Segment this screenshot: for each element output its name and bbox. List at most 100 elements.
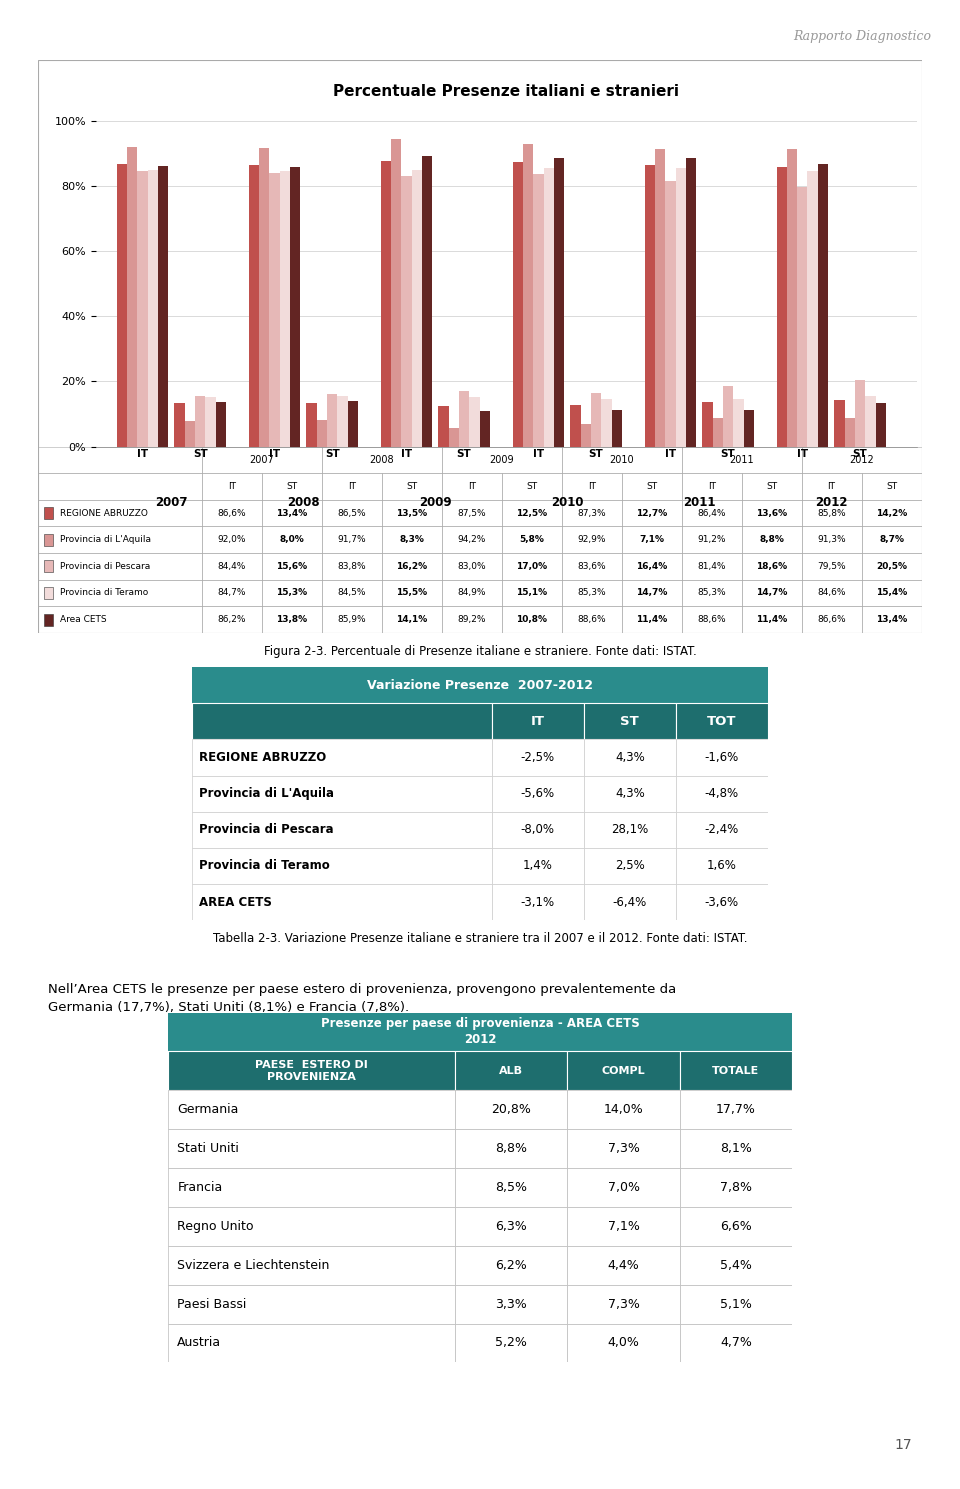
Text: ST: ST — [646, 482, 658, 491]
Text: IT: IT — [828, 482, 835, 491]
Text: IT: IT — [588, 482, 596, 491]
Bar — [382, 500, 442, 527]
Bar — [622, 500, 682, 527]
Bar — [862, 500, 922, 527]
Bar — [855, 380, 865, 447]
Bar — [269, 173, 279, 447]
Text: 4,3%: 4,3% — [615, 788, 644, 800]
Bar — [682, 447, 802, 474]
Text: 6,6%: 6,6% — [720, 1219, 752, 1233]
Bar — [322, 474, 382, 500]
Bar — [567, 1129, 680, 1167]
Text: 86,6%: 86,6% — [218, 509, 246, 518]
Bar — [412, 170, 421, 447]
Bar — [862, 552, 922, 579]
Bar — [802, 474, 862, 500]
Text: 5,2%: 5,2% — [495, 1337, 527, 1349]
Text: 2012: 2012 — [850, 456, 874, 465]
Bar — [682, 527, 742, 552]
Text: 4,4%: 4,4% — [608, 1258, 639, 1272]
Bar — [38, 552, 202, 579]
Text: 83,8%: 83,8% — [337, 561, 366, 570]
Text: 3,3%: 3,3% — [495, 1297, 527, 1310]
Text: -2,4%: -2,4% — [705, 823, 739, 837]
Text: 85,8%: 85,8% — [817, 509, 846, 518]
Text: 2011: 2011 — [683, 496, 715, 509]
Bar — [249, 165, 259, 447]
Bar — [442, 606, 502, 633]
Text: 92,9%: 92,9% — [577, 535, 606, 545]
Bar — [862, 527, 922, 552]
Text: IT: IT — [228, 482, 236, 491]
Bar — [480, 411, 490, 447]
Bar — [562, 552, 622, 579]
Text: 2,5%: 2,5% — [615, 859, 644, 873]
Text: 91,3%: 91,3% — [817, 535, 846, 545]
Bar — [523, 144, 533, 447]
Bar — [455, 1246, 567, 1285]
Text: IT: IT — [708, 482, 715, 491]
Bar — [38, 474, 202, 500]
Bar — [601, 399, 612, 447]
Text: 84,5%: 84,5% — [338, 588, 366, 597]
Text: 81,4%: 81,4% — [697, 561, 726, 570]
Text: -3,6%: -3,6% — [705, 895, 739, 908]
Text: 7,3%: 7,3% — [608, 1142, 639, 1155]
Text: 10,8%: 10,8% — [516, 615, 547, 624]
Bar — [723, 386, 733, 447]
Bar — [38, 527, 202, 552]
Bar — [676, 776, 768, 812]
Bar — [533, 174, 543, 447]
Bar — [777, 167, 787, 447]
Text: 15,3%: 15,3% — [276, 588, 307, 597]
Bar — [262, 500, 322, 527]
Bar — [391, 140, 401, 447]
Text: 14,0%: 14,0% — [604, 1103, 643, 1117]
Bar — [676, 812, 768, 847]
Bar — [581, 423, 591, 447]
Text: 13,8%: 13,8% — [276, 615, 307, 624]
Text: 1,4%: 1,4% — [522, 859, 553, 873]
Text: 83,6%: 83,6% — [577, 561, 606, 570]
Text: 7,1%: 7,1% — [608, 1219, 639, 1233]
Bar — [567, 1246, 680, 1285]
Text: 14,2%: 14,2% — [876, 509, 907, 518]
Bar — [382, 474, 442, 500]
Text: Variazione Presenze  2007-2012: Variazione Presenze 2007-2012 — [367, 679, 593, 692]
Text: Provincia di L'Aquila: Provincia di L'Aquila — [199, 788, 334, 800]
Text: 6,3%: 6,3% — [495, 1219, 527, 1233]
Text: 8,5%: 8,5% — [495, 1181, 527, 1194]
Bar — [876, 404, 886, 447]
Bar — [584, 847, 676, 884]
Text: 84,9%: 84,9% — [458, 588, 486, 597]
Bar — [38, 579, 202, 606]
Text: Paesi Bassi: Paesi Bassi — [178, 1297, 247, 1310]
Bar — [448, 427, 459, 447]
Bar — [306, 402, 317, 447]
Text: 2011: 2011 — [730, 456, 754, 465]
Bar — [682, 474, 742, 500]
Bar — [455, 1285, 567, 1324]
Text: 8,8%: 8,8% — [759, 535, 784, 545]
Bar — [703, 402, 712, 447]
Text: -1,6%: -1,6% — [705, 750, 739, 764]
Bar — [322, 606, 382, 633]
Bar — [262, 527, 322, 552]
Bar — [168, 1129, 455, 1167]
Bar — [685, 158, 696, 447]
Bar — [676, 168, 685, 447]
Bar — [665, 182, 676, 447]
Bar — [327, 395, 337, 447]
Bar — [584, 884, 676, 920]
Text: ST: ST — [620, 715, 639, 728]
Bar — [562, 447, 682, 474]
Bar — [584, 703, 676, 740]
Bar — [455, 1051, 567, 1090]
Bar — [442, 552, 502, 579]
Text: 4,3%: 4,3% — [615, 750, 644, 764]
Bar — [862, 606, 922, 633]
Text: Area CETS: Area CETS — [60, 615, 107, 624]
Bar — [622, 579, 682, 606]
Bar — [492, 812, 584, 847]
Bar — [168, 1090, 455, 1129]
